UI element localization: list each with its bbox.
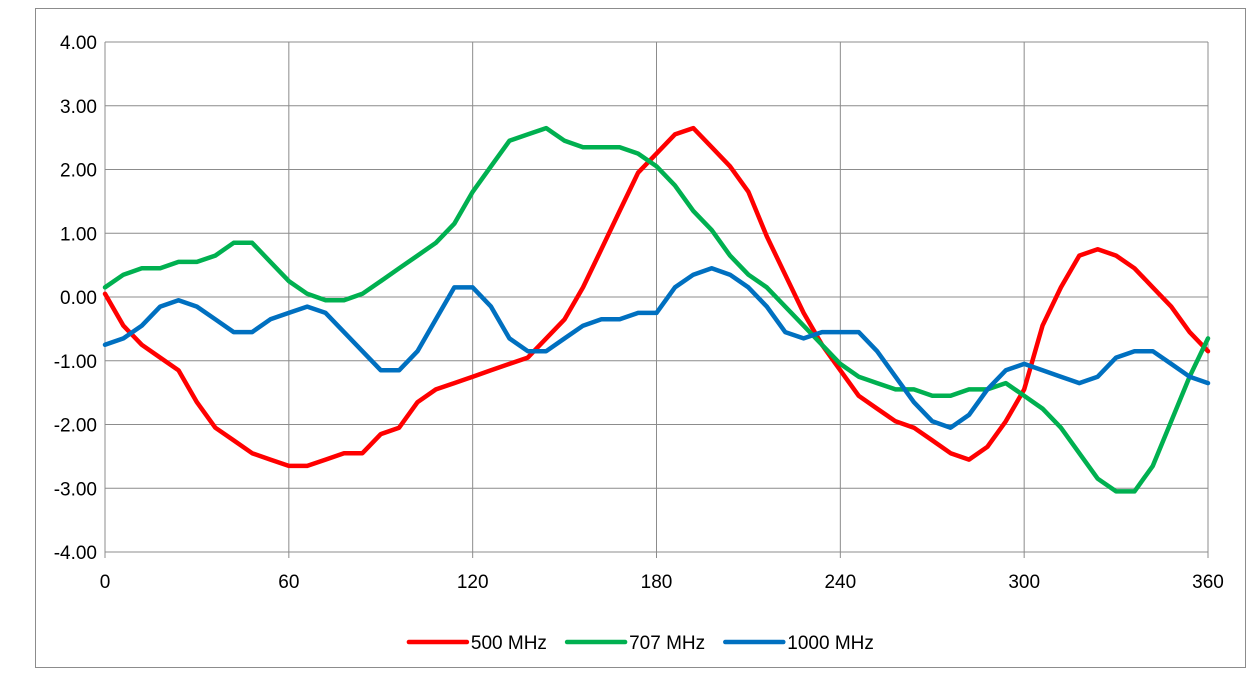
y-tick-label: 0.00	[60, 288, 97, 309]
line-chart: 4.00 3.00 2.00 1.00 0.00 -1.00 -2.00 -3.00 -4.00…	[54, 33, 1224, 654]
series-lines	[102, 125, 1211, 494]
legend: 500 MHz 707 MHz 1000 MHz	[406, 633, 874, 654]
x-tick-label: 0	[100, 572, 111, 593]
x-tick-label: 240	[824, 572, 856, 593]
y-axis-tick-labels: 4.00 3.00 2.00 1.00 0.00 -1.00 -2.00 -3.00 -4.00	[54, 33, 97, 564]
y-tick-label: 2.00	[60, 161, 97, 182]
x-tick-label: 60	[278, 572, 299, 593]
legend-item: 1000 MHz	[723, 633, 874, 654]
y-tick-label: -1.00	[54, 352, 97, 373]
series-line-500-mhz	[102, 125, 1211, 469]
x-tick-label: 360	[1192, 572, 1224, 593]
series-line-707-mhz	[102, 125, 1211, 494]
y-tick-label: 3.00	[60, 97, 97, 118]
y-tick-label: 1.00	[60, 224, 97, 245]
x-axis-tick-labels: 0 60 120 180 240 300 360	[100, 572, 1224, 593]
legend-item: 500 MHz	[406, 633, 547, 654]
y-tick-label: 4.00	[60, 33, 97, 54]
legend-label: 1000 MHz	[787, 633, 874, 654]
x-tick-label: 180	[641, 572, 673, 593]
series-line-1000-mhz	[102, 266, 1211, 430]
x-tick-label: 300	[1008, 572, 1040, 593]
x-tick-label: 120	[457, 572, 489, 593]
y-tick-label: -4.00	[54, 543, 97, 564]
legend-item: 707 MHz	[564, 633, 705, 654]
chart-area: 4.00 3.00 2.00 1.00 0.00 -1.00 -2.00 -3.00 -4.00…	[35, 8, 1246, 668]
y-tick-label: -2.00	[54, 416, 97, 437]
legend-label: 500 MHz	[471, 633, 547, 654]
y-tick-label: -3.00	[54, 479, 97, 500]
legend-label: 707 MHz	[629, 633, 705, 654]
gridlines	[104, 41, 1209, 558]
